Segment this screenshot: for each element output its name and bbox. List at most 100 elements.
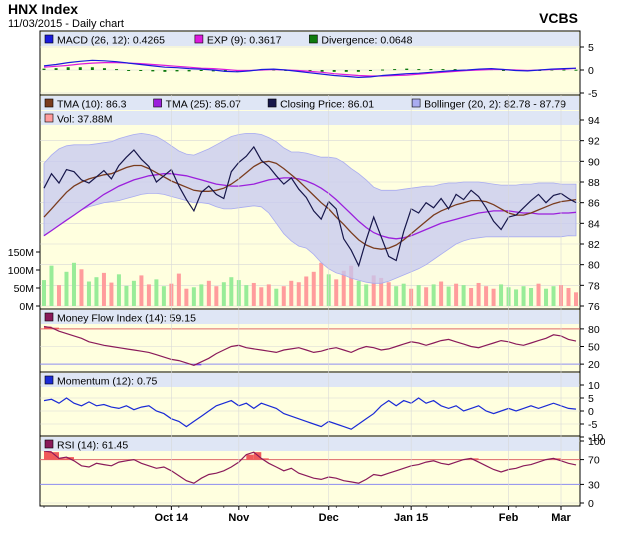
rsi-tick-label: 100 bbox=[588, 436, 606, 448]
volume-bar bbox=[109, 282, 114, 306]
price-legend-swatch bbox=[44, 113, 54, 123]
volume-bar bbox=[416, 285, 421, 306]
macd-divergence-bar bbox=[393, 69, 397, 71]
macd-divergence-bar bbox=[320, 70, 324, 72]
bollinger-band bbox=[43, 132, 577, 284]
macd-legend-label: EXP (9): 0.3617 bbox=[207, 35, 282, 47]
macd-divergence-bar bbox=[356, 70, 360, 72]
volume-bar bbox=[349, 265, 354, 306]
volume-bar bbox=[214, 286, 219, 306]
price-tick-label: 82 bbox=[588, 239, 600, 251]
volume-bar bbox=[514, 289, 519, 306]
volume-bar bbox=[191, 287, 196, 306]
closing-price-line bbox=[43, 145, 577, 268]
price-tick-label: 80 bbox=[588, 260, 600, 272]
volume-bar bbox=[266, 284, 271, 306]
rsi-legend-bg bbox=[41, 437, 579, 451]
price-legend-swatch bbox=[267, 98, 277, 108]
volume-bar bbox=[199, 284, 204, 306]
volume-bar bbox=[334, 279, 339, 306]
macd-divergence-bar bbox=[453, 69, 457, 71]
volume-bar bbox=[206, 280, 211, 306]
volume-bar bbox=[221, 282, 226, 306]
volume-bar bbox=[259, 287, 264, 306]
volume-bar bbox=[184, 288, 189, 306]
macd-divergence-bar bbox=[139, 70, 143, 71]
macd-divergence-bar bbox=[211, 70, 215, 72]
price-tick-label: 88 bbox=[588, 177, 600, 189]
mfi-oversold-fill bbox=[193, 364, 202, 366]
macd-divergence-bar bbox=[90, 67, 94, 70]
volume-tick-label: 100M bbox=[8, 265, 34, 277]
volume-bar bbox=[356, 280, 361, 306]
page-title: HNX Index bbox=[8, 1, 79, 17]
volume-bar bbox=[431, 284, 436, 306]
macd-divergence-bar bbox=[308, 70, 312, 72]
macd-divergence-bar bbox=[54, 68, 58, 70]
volume-tick-label: 0M bbox=[19, 301, 34, 313]
volume-bar bbox=[49, 265, 54, 306]
volume-bar bbox=[154, 279, 159, 306]
x-tick-label: Oct 14 bbox=[155, 512, 190, 524]
volume-bar bbox=[64, 271, 69, 306]
macd-divergence-bar bbox=[66, 67, 70, 70]
volume-bar bbox=[319, 262, 324, 306]
price-tick-label: 76 bbox=[588, 301, 600, 313]
macd-divergence-bar bbox=[78, 67, 82, 70]
price-legend-swatch bbox=[44, 98, 54, 108]
volume-bar bbox=[364, 284, 369, 306]
macd-legend-label: Divergence: 0.0648 bbox=[321, 35, 412, 47]
price-legend-label: Closing Price: 86.01 bbox=[280, 99, 374, 111]
rsi-tick-label: 70 bbox=[588, 455, 600, 467]
price-legend-label: Bollinger (20, 2): 82.78 - 87.79 bbox=[424, 99, 566, 111]
volume-bar bbox=[71, 262, 76, 306]
volume-bar bbox=[469, 288, 474, 306]
macd-tick-label: 5 bbox=[588, 42, 594, 54]
volume-bar bbox=[244, 285, 249, 306]
mfi-tick-label: 80 bbox=[588, 324, 600, 336]
momentum-tick-label: -10 bbox=[588, 432, 603, 444]
volume-bar bbox=[454, 283, 459, 306]
macd-divergence-bar bbox=[42, 68, 46, 70]
x-tick-label: Feb bbox=[499, 512, 519, 524]
volume-bar bbox=[289, 280, 294, 306]
price-tick-label: 94 bbox=[588, 115, 600, 127]
rsi-overbought-fill bbox=[44, 450, 52, 460]
macd-divergence-bar bbox=[441, 69, 445, 71]
price-legend-label: Vol: 37.88M bbox=[57, 114, 112, 126]
momentum-tick-label: 0 bbox=[588, 406, 594, 418]
volume-bar bbox=[139, 275, 144, 306]
price-legend-bg bbox=[41, 111, 579, 125]
macd-divergence-bar bbox=[574, 69, 578, 71]
price-legend-swatch bbox=[411, 98, 421, 108]
macd-legend-swatch bbox=[44, 34, 54, 44]
momentum-legend-bg bbox=[41, 373, 579, 387]
volume-bar bbox=[146, 284, 151, 306]
volume-bar bbox=[251, 282, 256, 306]
macd-legend-swatch bbox=[309, 34, 318, 44]
volume-bar bbox=[341, 270, 346, 306]
volume-bar bbox=[551, 286, 556, 306]
volume-bar bbox=[124, 285, 129, 306]
macd-tick-label: 0 bbox=[588, 65, 594, 77]
macd-divergence-bar bbox=[163, 70, 167, 72]
momentum-legend-swatch bbox=[44, 375, 54, 385]
x-tick-label: Mar bbox=[551, 512, 571, 524]
volume-bar bbox=[574, 292, 578, 306]
volume-bar bbox=[56, 285, 61, 306]
price-tick-label: 86 bbox=[588, 198, 600, 210]
macd-divergence-bar bbox=[562, 69, 566, 71]
rsi-overbought-fill bbox=[246, 454, 254, 460]
volume-bar bbox=[131, 280, 136, 306]
mfi-line bbox=[43, 325, 577, 366]
macd-tick-label: -5 bbox=[588, 88, 597, 100]
volume-bar bbox=[229, 277, 234, 306]
price-tick-label: 84 bbox=[588, 218, 600, 230]
volume-bar bbox=[379, 277, 384, 306]
volume-bar bbox=[439, 281, 444, 306]
macd-legend-swatch bbox=[194, 34, 204, 44]
macd-line bbox=[43, 59, 577, 79]
macd-divergence-bar bbox=[368, 70, 372, 71]
volume-bar bbox=[101, 272, 106, 306]
